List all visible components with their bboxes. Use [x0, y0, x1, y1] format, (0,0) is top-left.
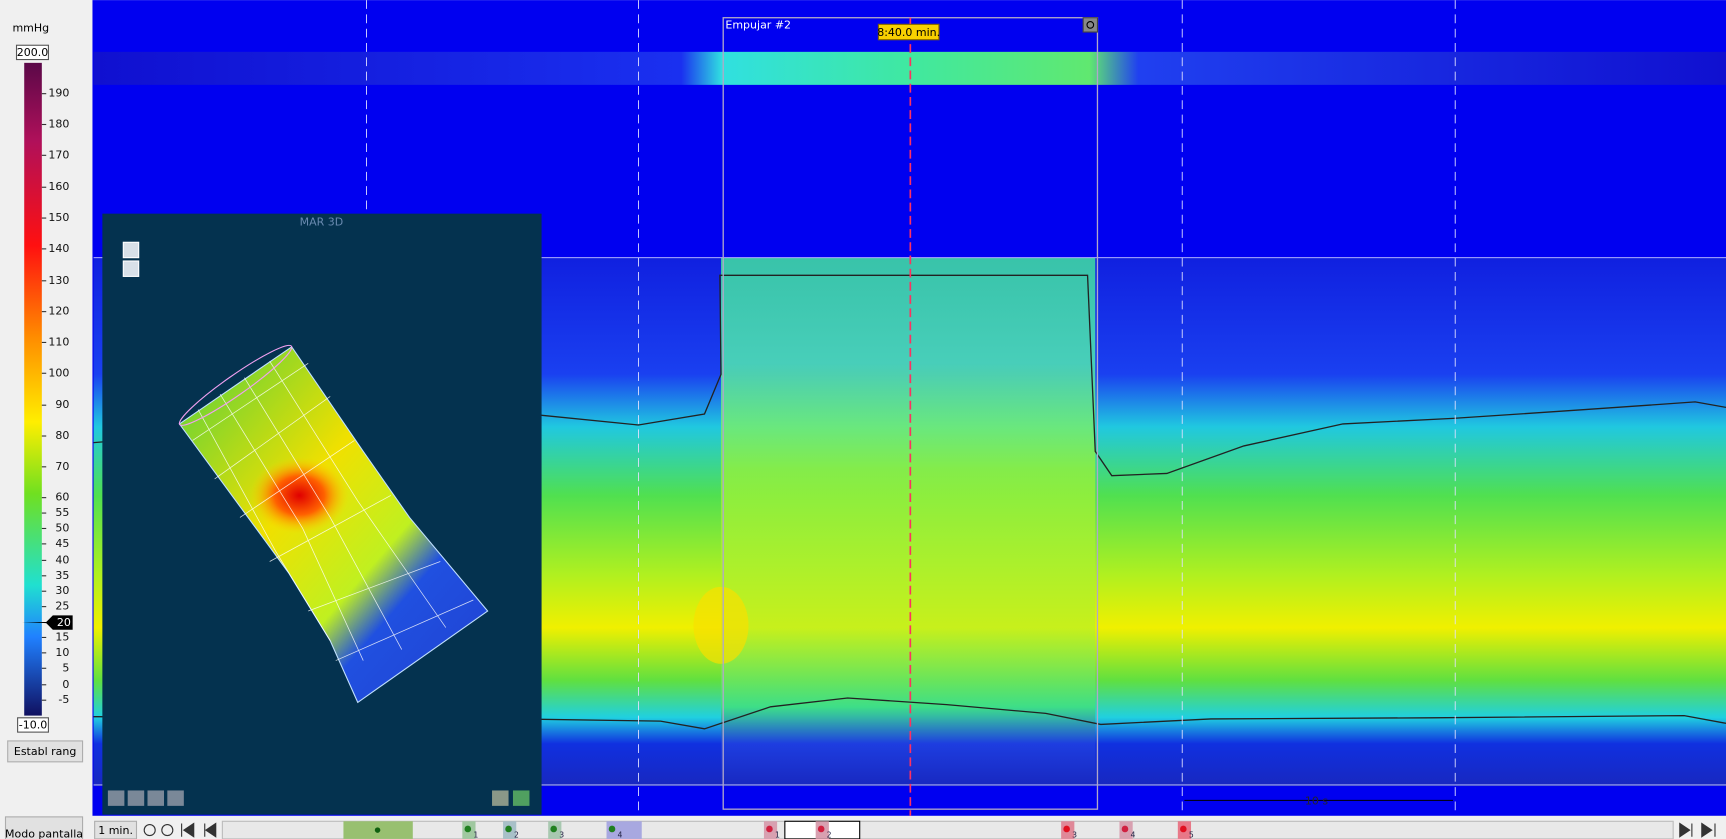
max-box[interactable] — [15, 44, 49, 61]
colorbar-tick-label: 190 — [48, 87, 69, 100]
marker[interactable] — [766, 825, 773, 833]
colorbar-tick-label: 100 — [48, 366, 69, 379]
colorbar-tick-label: 25 — [55, 600, 69, 613]
colorbar-ticks: 1901801701601501401301201101009080706055… — [41, 87, 69, 706]
marker[interactable] — [505, 825, 512, 833]
marker-label: 3 — [1072, 831, 1077, 839]
tool-button[interactable] — [167, 790, 184, 806]
marker-bg — [606, 821, 642, 839]
colorbar-tick-label: 120 — [48, 305, 69, 318]
min-value: -10.0 — [19, 719, 47, 732]
colorbar-tick-label: 60 — [55, 491, 69, 504]
panel-tools — [107, 790, 530, 806]
rotate-icon[interactable] — [122, 241, 140, 259]
time-box — [877, 23, 940, 41]
marker-label: 2 — [514, 831, 519, 839]
go-prev[interactable] — [204, 822, 217, 838]
contour-bottom — [93, 697, 1726, 730]
tube-3d — [178, 346, 489, 704]
marker[interactable] — [608, 825, 616, 833]
colorbar-tick-label: 35 — [55, 569, 69, 582]
colorbar-tick-label: 0 — [62, 678, 69, 691]
tool-button[interactable] — [512, 790, 530, 806]
tube-mesh — [192, 360, 474, 661]
range-button[interactable] — [7, 740, 84, 763]
go-next[interactable] — [1679, 822, 1693, 838]
zoom-label: 1 min. — [98, 824, 133, 837]
colorbar-tick-label: 40 — [55, 553, 69, 566]
tool-button[interactable] — [107, 790, 125, 806]
time-label: 8:40.0 min. — [877, 26, 940, 39]
range-button-label: Establ rang — [14, 745, 76, 758]
panel-title: MAR 3D — [300, 215, 344, 228]
colorbar-tick-label: 140 — [48, 242, 69, 255]
colorbar — [24, 62, 42, 716]
rotate-icon[interactable] — [122, 260, 140, 277]
contour-top — [93, 274, 1726, 477]
go-start[interactable] — [181, 822, 195, 838]
marker-label: 4 — [1130, 831, 1135, 839]
marker[interactable] — [1063, 825, 1070, 833]
marker-handle[interactable] — [22, 615, 73, 630]
colorbar-tick-label: 110 — [48, 335, 69, 348]
tube-hotspot — [249, 456, 349, 534]
marker-label: 5 — [1189, 831, 1194, 839]
marker-value: 20 — [57, 616, 71, 629]
max-value: 200.0 — [17, 46, 48, 59]
zoom-out[interactable] — [161, 824, 174, 837]
scale-label: 10 s — [1305, 794, 1328, 807]
marker[interactable] — [550, 825, 557, 833]
colorbar-tick-label: 10 — [55, 646, 69, 659]
upper-band — [93, 51, 1726, 85]
colorbar-tick-label: 90 — [55, 398, 69, 411]
colorbar-tick-label: 55 — [55, 506, 69, 519]
colorbar-tick-label: 170 — [48, 148, 69, 161]
tool-button[interactable] — [127, 790, 145, 806]
marker-label: 4 — [618, 831, 623, 839]
colorbar-tick-label: 50 — [55, 521, 69, 534]
marker-label: 1 — [473, 831, 478, 839]
colorbar-tick-label: 15 — [55, 630, 69, 643]
event-label: Empujar #2 — [725, 18, 791, 31]
side-panel — [0, 0, 92, 839]
colorbar-tick-label: 45 — [55, 537, 69, 550]
colorbar-tick-label: 30 — [55, 584, 69, 597]
event-close-icon — [1086, 21, 1095, 29]
tool-button[interactable] — [147, 790, 165, 806]
marker[interactable] — [1121, 825, 1129, 833]
colorbar-tick-label: 180 — [48, 117, 69, 130]
colorbar-tick-label: 5 — [62, 661, 69, 674]
tube-rim — [178, 344, 293, 426]
timeline[interactable] — [221, 820, 1674, 839]
mode-button-label: Modo pantalla — [5, 827, 83, 839]
colorbar-tick-label: 150 — [48, 211, 69, 224]
min-box[interactable] — [17, 717, 49, 733]
heat-spot — [693, 586, 749, 664]
timeline-dot — [374, 827, 381, 833]
marker[interactable] — [464, 825, 472, 833]
heatmap-push — [721, 257, 1096, 787]
marker[interactable] — [1180, 825, 1187, 833]
colorbar-tick-label: 80 — [55, 429, 69, 442]
colorbar-tick-label: 70 — [55, 460, 69, 473]
zoom-in[interactable] — [143, 824, 156, 837]
colorbar-tick-label: -5 — [58, 693, 69, 706]
nav-buttons — [143, 822, 1716, 838]
marker-label: 2 — [827, 831, 832, 839]
marker-label: 1 — [775, 831, 780, 839]
colorbar-tick-label: 130 — [48, 274, 69, 287]
event-close[interactable] — [1082, 17, 1099, 33]
marker[interactable] — [817, 825, 825, 833]
mode-button[interactable] — [4, 816, 84, 839]
tool-button[interactable] — [492, 790, 509, 806]
unit: mmHg — [12, 22, 49, 35]
markers: 1 2 3 4 1 2 3 4 5 — [462, 821, 1194, 839]
marker-label: 3 — [559, 831, 564, 839]
colorbar-tick-label: 160 — [48, 180, 69, 193]
go-end[interactable] — [1701, 822, 1716, 838]
